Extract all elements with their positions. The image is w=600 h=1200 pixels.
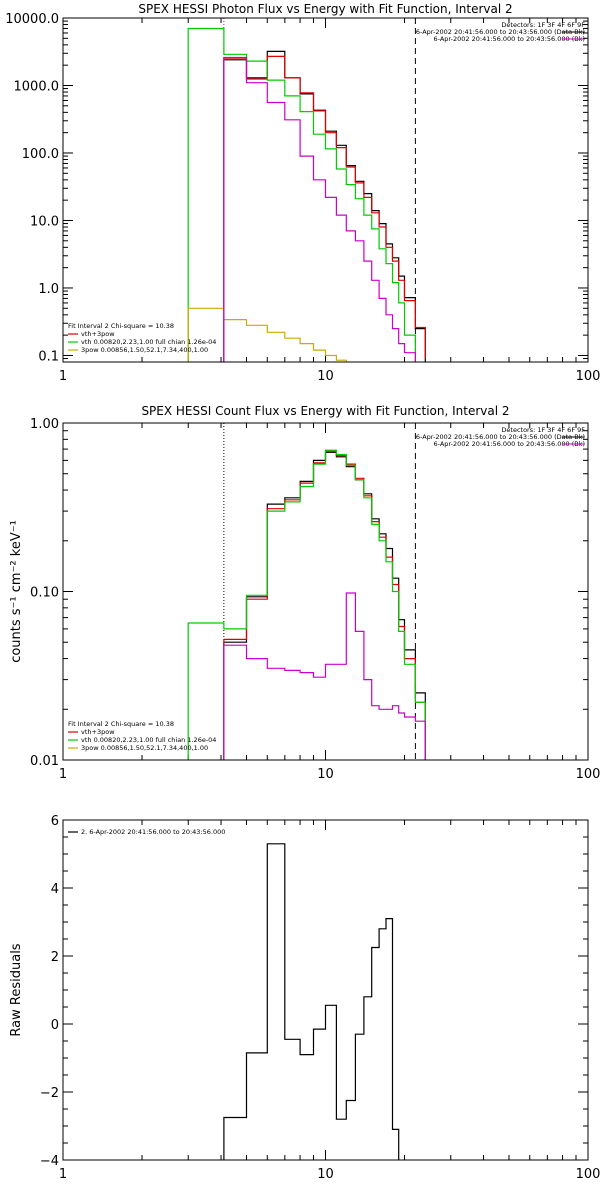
x-tick-label: 10 [317, 369, 334, 384]
legend-entry: vth 0.00820,2.23,1.00 full chian 1.26e-0… [81, 736, 216, 744]
chart-panel-2: SPEX HESSI Count Flux vs Energy with Fit… [9, 404, 600, 782]
annotation-text: 6-Apr-2002 20:41:56.000 to 20:43:56.000 … [434, 440, 585, 448]
plot-area [187, 18, 426, 362]
y-tick-label: −4 [40, 1154, 59, 1169]
x-tick-label: 10 [317, 1167, 334, 1182]
y-axis-label: counts s⁻¹ cm⁻² keV⁻¹ [9, 520, 24, 663]
chart-panel-1: SPEX HESSI Photon Flux vs Energy with Fi… [5, 2, 600, 384]
x-tick-label: 100 [576, 1167, 600, 1182]
annotation-text: 6-Apr-2002 20:41:56.000 to 20:43:56.000 … [416, 28, 585, 36]
legend-entry: 3pow 0.00856,1.50,52.1,7.34,400,1.00 [81, 744, 208, 752]
y-tick-label: 0 [51, 1018, 59, 1033]
annotation-text: Detectors: 1F 3F 4F 6F 9F [501, 21, 585, 29]
y-tick-label: 2 [51, 950, 59, 965]
x-tick-label: 1 [59, 767, 67, 782]
legend-entry: 2. 6-Apr-2002 20:41:56.000 to 20:43:56.0… [81, 828, 225, 836]
y-tick-label: 4 [51, 882, 59, 897]
annotation-text: 6-Apr-2002 20:41:56.000 to 20:43:56.000 … [416, 433, 585, 441]
x-tick-label: 1 [59, 369, 67, 384]
series-line-bk [223, 592, 426, 760]
y-tick-label: 10.0 [30, 214, 59, 229]
y-tick-label: 1000.0 [14, 79, 60, 94]
legend-entry: Fit Interval 2 Chi-square = 10.38 [68, 322, 174, 330]
legend-entry: 3pow 0.00856,1.50,52.1,7.34,400,1.00 [81, 346, 208, 354]
plot-area [223, 843, 416, 1160]
legend-entry: vth+3pow [81, 728, 115, 736]
legend-entry: Fit Interval 2 Chi-square = 10.38 [68, 720, 174, 728]
series-line-data-bk [223, 451, 426, 760]
series-line-vth [187, 449, 426, 760]
chart-title: SPEX HESSI Photon Flux vs Energy with Fi… [138, 2, 512, 16]
y-tick-label: 6 [51, 814, 59, 829]
annotation-text: 6-Apr-2002 20:41:56.000 to 20:43:56.000 … [434, 35, 585, 43]
y-tick-label: 10000.0 [5, 12, 59, 27]
chart-panel-3: Raw Residuals 1 10 100 −4 −2 0 2 4 6 2. 6-Apr-2002… [9, 814, 600, 1182]
chart-title: SPEX HESSI Count Flux vs Energy with Fit… [141, 404, 509, 418]
series-line-vth-3pow [223, 55, 426, 362]
series-line-bk [223, 56, 416, 362]
y-tick-label: 100.0 [22, 147, 59, 162]
y-axis-label: Raw Residuals [9, 943, 24, 1036]
y-tick-label: 1.0 [38, 282, 59, 297]
plot-area [187, 423, 426, 760]
y-tick-label: 0.10 [30, 586, 59, 601]
x-tick-label: 100 [576, 369, 600, 384]
x-tick-label: 10 [317, 767, 334, 782]
series-line-data-bk [223, 50, 426, 362]
series-line-residuals [223, 843, 416, 1160]
x-tick-label: 1 [59, 1167, 67, 1182]
y-tick-label: 1.00 [30, 417, 59, 432]
y-tick-label: 0.1 [38, 349, 59, 364]
legend-entry: vth 0.00820,2.23,1.00 full chian 1.26e-0… [81, 338, 216, 346]
series-line-vth [187, 27, 416, 362]
plot-frame [62, 17, 589, 363]
plot-frame [62, 422, 589, 761]
plot-frame [62, 819, 589, 1161]
legend-entry: vth+3pow [81, 330, 115, 338]
series-line-3pow [187, 307, 347, 362]
y-tick-label: 0.01 [30, 754, 59, 769]
x-tick-label: 100 [576, 767, 600, 782]
y-tick-label: −2 [40, 1086, 59, 1101]
series-line-vth-3pow [223, 450, 426, 760]
annotation-text: Detectors: 1F 3F 4F 6F 9F [501, 426, 585, 434]
